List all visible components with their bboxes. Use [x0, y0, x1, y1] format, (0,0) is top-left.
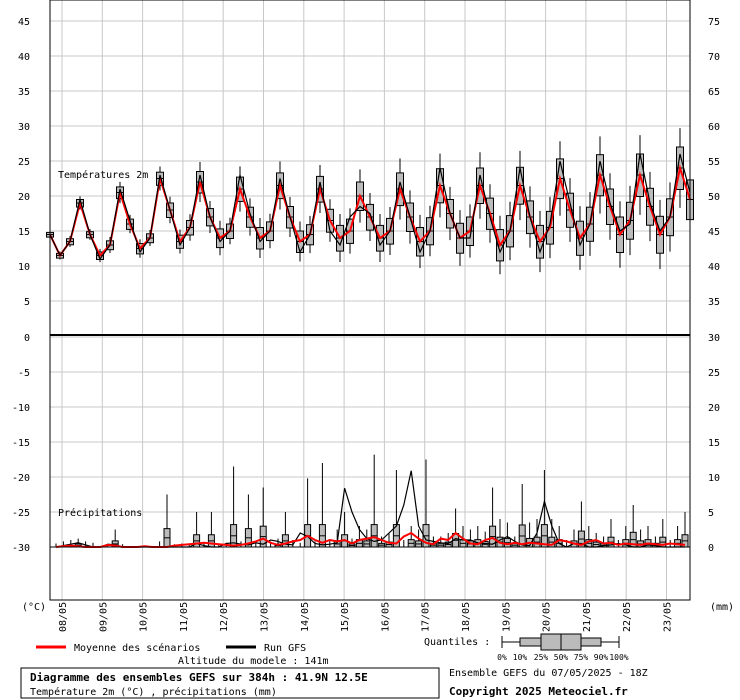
precip-y2-tick-label: 30	[708, 333, 720, 344]
temp-y-tick-label: 30	[18, 122, 30, 133]
precip-box	[452, 508, 460, 548]
right-axis-unit: (mm)	[710, 602, 734, 613]
x-tick-label: 15/05	[340, 602, 351, 632]
temp-y-tick-label: 35	[18, 87, 30, 98]
precip-box	[577, 501, 585, 548]
precip-box	[422, 459, 430, 548]
temp-y-tick-label: 25	[18, 157, 30, 168]
precip-y2-tick-label: 25	[708, 368, 720, 379]
precip-box	[318, 463, 326, 548]
precip-y2-tick-label: 10	[708, 473, 720, 484]
precip-box	[163, 494, 171, 548]
quantile-tick: 75%	[574, 653, 589, 662]
grid	[50, 0, 690, 600]
precip-box	[193, 512, 201, 548]
quantile-tick: 100%	[609, 653, 628, 662]
precip-y-tick-label: -5	[18, 368, 30, 379]
legend-gfs-label: Run GFS	[264, 643, 306, 654]
precip-y2-tick-label: 15	[708, 438, 720, 449]
quantile-tick: 10%	[513, 653, 528, 662]
precip-box	[244, 494, 252, 548]
precip-y-tick-label: -30	[12, 543, 30, 554]
altitude-label: Altitude du modele : 141m	[178, 656, 329, 667]
copyright: Copyright 2025 Meteociel.fr	[449, 685, 628, 698]
x-tick-label: 11/05	[179, 602, 190, 632]
x-tick-label: 14/05	[300, 602, 311, 632]
temperature-panel-label: Températures 2m	[58, 169, 148, 181]
precip-box	[585, 526, 593, 548]
temp-y2-tick-label: 50	[708, 192, 720, 203]
x-tick-label: 18/05	[461, 602, 472, 632]
x-tick-label: 23/05	[663, 602, 674, 632]
temp-y-tick-label: 15	[18, 227, 30, 238]
temp-y2-tick-label: 70	[708, 52, 720, 63]
x-tick-label: 08/05	[58, 602, 69, 632]
quantiles-box-legend	[501, 633, 620, 651]
precip-box	[407, 526, 415, 548]
quantile-tick: 50%	[554, 653, 569, 662]
precip-y2-tick-label: 0	[708, 543, 714, 554]
precip-y-tick-label: -15	[12, 438, 30, 449]
legend-mean-label: Moyenne des scénarios	[74, 642, 200, 654]
x-tick-label: 22/05	[622, 602, 633, 632]
precipitation-panel-label: Précipitations	[58, 507, 142, 519]
precip-y-tick-label: -25	[12, 508, 30, 519]
left-axis-unit: (°C)	[22, 602, 46, 613]
temp-y2-tick-label: 55	[708, 157, 720, 168]
temp-y2-tick-label: 75	[708, 17, 720, 28]
x-tick-label: 19/05	[501, 602, 512, 632]
x-tick-label: 09/05	[98, 602, 109, 632]
precip-box	[392, 470, 400, 548]
precip-y2-tick-label: 20	[708, 403, 720, 414]
x-tick-label: 12/05	[219, 602, 230, 632]
quantiles-label: Quantiles :	[424, 637, 490, 648]
plot-frame	[49, 0, 691, 601]
footer-subtitle: Température 2m (°C) , précipitations (mm…	[30, 686, 277, 698]
temp-gfs-line	[49, 153, 691, 261]
temp-y2-tick-label: 60	[708, 122, 720, 133]
temp-y-tick-label: 40	[18, 52, 30, 63]
temp-y-tick-label: 5	[24, 297, 30, 308]
precip-box	[230, 466, 238, 548]
precip-y-tick-label: -10	[12, 403, 30, 414]
precip-box	[518, 484, 526, 548]
x-tick-label: 20/05	[542, 602, 553, 632]
x-tick-label: 21/05	[582, 602, 593, 632]
precip-box	[207, 512, 215, 548]
precip-y-tick-label: 0	[24, 333, 30, 344]
footer-title: Diagramme des ensembles GEFS sur 384h : …	[30, 671, 368, 684]
temperature-panel	[46, 128, 694, 275]
precip-y-tick-label: -20	[12, 473, 30, 484]
x-tick-label: 17/05	[421, 602, 432, 632]
temp-y2-tick-label: 40	[708, 262, 720, 273]
precip-y2-tick-label: 5	[708, 508, 714, 519]
legend: Moyenne des scénarios Run GFS Altitude d…	[36, 633, 629, 667]
quantile-tick: 25%	[534, 653, 549, 662]
precip-box	[629, 505, 637, 548]
precip-box	[281, 512, 289, 548]
x-tick-label: 13/05	[260, 602, 271, 632]
temp-y2-tick-label: 65	[708, 87, 720, 98]
quantile-tick: 0%	[497, 653, 507, 662]
temp-y-tick-label: 20	[18, 192, 30, 203]
temp-y-tick-label: 45	[18, 17, 30, 28]
precip-box	[333, 529, 341, 548]
temp-y2-tick-label: 35	[708, 297, 720, 308]
quantile-tick-labels: 0% 10% 25% 50% 75% 90% 100%	[497, 653, 629, 662]
temp-y2-tick-label: 45	[708, 227, 720, 238]
precip-box	[659, 519, 667, 548]
precipitation-panel	[55, 454, 689, 548]
quantile-tick: 90%	[594, 653, 609, 662]
precip-box	[370, 454, 378, 548]
precip-gfs-line	[55, 470, 685, 548]
footer-box	[20, 667, 440, 699]
x-tick-label: 16/05	[380, 602, 391, 632]
precip-box	[681, 512, 689, 548]
temp-y-tick-label: 10	[18, 262, 30, 273]
run-info: Ensemble GEFS du 07/05/2025 - 18Z	[449, 668, 648, 679]
x-tick-label: 10/05	[139, 602, 150, 632]
